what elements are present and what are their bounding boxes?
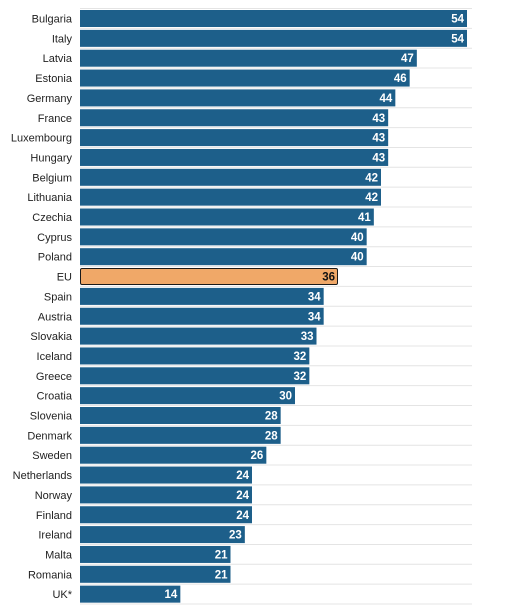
category-label-spain: Spain bbox=[44, 291, 72, 303]
bar-lithuania bbox=[80, 188, 381, 206]
value-label-slovenia: 28 bbox=[265, 411, 278, 423]
category-label-bulgaria: Bulgaria bbox=[32, 14, 73, 26]
value-label-luxembourg: 43 bbox=[372, 133, 385, 145]
value-label-iceland: 32 bbox=[294, 351, 307, 363]
value-label-uk: 14 bbox=[165, 589, 178, 601]
grid-lines bbox=[80, 8, 472, 605]
category-labels: Bulgaria Italy Latvia Estonia Germany France L… bbox=[11, 14, 73, 602]
bar-hungary bbox=[80, 148, 389, 166]
category-label-slovakia: Slovakia bbox=[30, 331, 72, 343]
category-label-ireland: Ireland bbox=[38, 530, 72, 542]
bar-estonia bbox=[80, 69, 410, 87]
value-label-lithuania: 42 bbox=[365, 192, 378, 204]
value-label-czechia: 41 bbox=[358, 212, 371, 224]
value-label-slovakia: 33 bbox=[301, 331, 314, 343]
value-label-romania: 21 bbox=[215, 569, 228, 581]
category-label-latvia: Latvia bbox=[43, 53, 73, 65]
category-label-belgium: Belgium bbox=[32, 172, 72, 184]
value-label-finland: 24 bbox=[236, 510, 249, 522]
bar-austria bbox=[80, 307, 324, 325]
bar-italy bbox=[80, 29, 467, 47]
category-label-eu: EU bbox=[57, 272, 72, 284]
category-label-poland: Poland bbox=[38, 252, 72, 264]
category-label-uk: UK* bbox=[52, 589, 72, 601]
category-label-czechia: Czechia bbox=[32, 212, 73, 224]
category-label-iceland: Iceland bbox=[37, 351, 72, 363]
value-label-hungary: 43 bbox=[372, 152, 385, 164]
bar-romania bbox=[80, 565, 231, 583]
bar-cyprus bbox=[80, 228, 367, 246]
value-label-denmark: 28 bbox=[265, 430, 278, 442]
value-label-eu: 36 bbox=[322, 272, 335, 284]
value-label-greece: 32 bbox=[294, 371, 307, 383]
category-label-estonia: Estonia bbox=[35, 73, 73, 85]
category-label-sweden: Sweden bbox=[32, 450, 72, 462]
category-label-france: France bbox=[38, 113, 72, 125]
bar-greece bbox=[80, 367, 310, 385]
bar-germany bbox=[80, 89, 396, 107]
bar-poland bbox=[80, 248, 367, 266]
bar-croatia bbox=[80, 387, 295, 405]
value-label-germany: 44 bbox=[380, 93, 393, 105]
bar-slovakia bbox=[80, 327, 317, 345]
value-label-sweden: 26 bbox=[251, 450, 264, 462]
category-label-cyprus: Cyprus bbox=[37, 232, 72, 244]
value-label-estonia: 46 bbox=[394, 73, 407, 85]
value-labels: 5454474644434343424241404036343433323230… bbox=[165, 14, 465, 602]
bar-sweden bbox=[80, 446, 267, 464]
category-label-greece: Greece bbox=[36, 371, 72, 383]
value-label-spain: 34 bbox=[308, 291, 321, 303]
value-label-ireland: 23 bbox=[229, 530, 242, 542]
value-label-croatia: 30 bbox=[279, 391, 292, 403]
bar-iceland bbox=[80, 347, 310, 365]
value-label-latvia: 47 bbox=[401, 53, 414, 65]
value-label-netherlands: 24 bbox=[236, 470, 249, 482]
value-label-france: 43 bbox=[372, 113, 385, 125]
value-label-bulgaria: 54 bbox=[451, 14, 464, 26]
bars bbox=[80, 10, 467, 603]
value-label-malta: 21 bbox=[215, 549, 228, 561]
value-label-belgium: 42 bbox=[365, 172, 378, 184]
bar-norway bbox=[80, 486, 252, 504]
category-label-hungary: Hungary bbox=[30, 152, 72, 164]
bar-bulgaria bbox=[80, 10, 467, 27]
category-label-finland: Finland bbox=[36, 510, 72, 522]
category-label-croatia: Croatia bbox=[37, 391, 73, 403]
category-label-luxembourg: Luxembourg bbox=[11, 133, 72, 145]
bar-denmark bbox=[80, 426, 281, 444]
bar-eu bbox=[80, 268, 338, 286]
category-label-norway: Norway bbox=[35, 490, 73, 502]
bar-netherlands bbox=[80, 466, 252, 484]
value-label-norway: 24 bbox=[236, 490, 249, 502]
bar-uk bbox=[80, 585, 181, 603]
category-label-austria: Austria bbox=[38, 311, 73, 323]
category-label-romania: Romania bbox=[28, 569, 73, 581]
value-label-poland: 40 bbox=[351, 252, 364, 264]
bar-latvia bbox=[80, 49, 417, 67]
value-label-austria: 34 bbox=[308, 311, 321, 323]
category-label-netherlands: Netherlands bbox=[13, 470, 73, 482]
bar-luxembourg bbox=[80, 129, 389, 147]
bar-spain bbox=[80, 287, 324, 305]
value-label-cyprus: 40 bbox=[351, 232, 364, 244]
category-label-italy: Italy bbox=[52, 33, 73, 45]
bar-malta bbox=[80, 545, 231, 563]
category-label-denmark: Denmark bbox=[27, 430, 72, 442]
value-label-italy: 54 bbox=[451, 33, 464, 45]
bar-france bbox=[80, 109, 389, 127]
category-label-germany: Germany bbox=[27, 93, 73, 105]
category-label-lithuania: Lithuania bbox=[27, 192, 73, 204]
bar-ireland bbox=[80, 526, 245, 544]
bar-finland bbox=[80, 506, 252, 524]
bar-slovenia bbox=[80, 407, 281, 424]
bar-czechia bbox=[80, 208, 374, 226]
category-label-slovenia: Slovenia bbox=[30, 411, 73, 423]
bar-belgium bbox=[80, 168, 381, 186]
category-label-malta: Malta bbox=[45, 549, 73, 561]
